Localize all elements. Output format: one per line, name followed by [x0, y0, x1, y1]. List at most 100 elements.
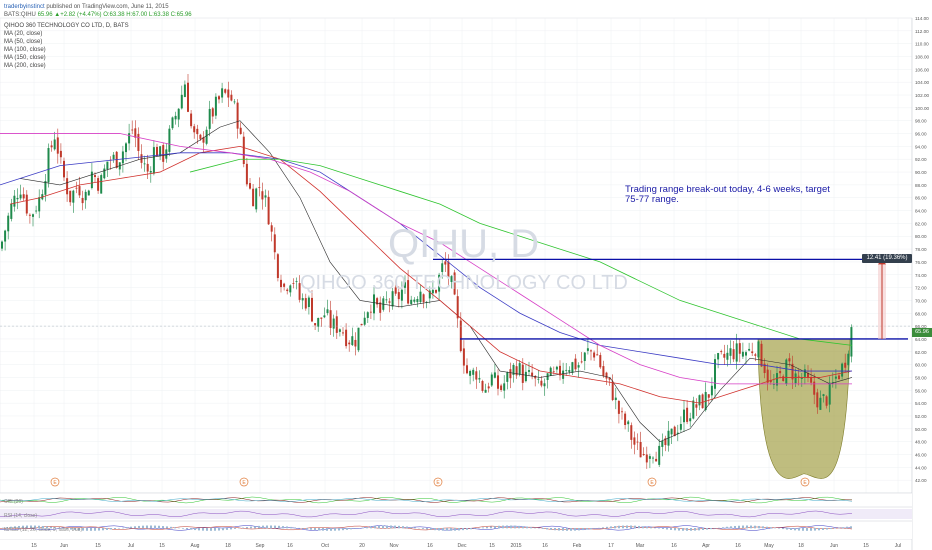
time-tick-label: May: [764, 543, 774, 549]
candle: [469, 369, 472, 385]
legend-ma150[interactable]: MA (150, close): [4, 55, 46, 61]
macd-histogram-bar: [526, 526, 528, 529]
candle-body: [103, 168, 106, 179]
macd-histogram-bar: [758, 525, 760, 529]
legend-ma20[interactable]: MA (20, close): [4, 31, 43, 37]
price-tick-label: 66.00: [915, 324, 927, 329]
quote-values: 65.96 ▲+2.82 (+4.47%) O:63.38 H:67.00 L:…: [37, 12, 192, 18]
macd-histogram-bar: [474, 528, 476, 529]
price-tick-label: 74.00: [915, 273, 927, 278]
candle-body: [549, 367, 552, 376]
candle-body: [819, 397, 822, 410]
candle: [664, 435, 667, 452]
macd-histogram-bar: [406, 526, 408, 529]
candle-body: [729, 348, 732, 356]
macd-histogram-bar: [714, 528, 716, 529]
candle-body: [289, 285, 292, 293]
candle: [407, 269, 410, 305]
candle: [245, 157, 248, 187]
candle-body: [810, 377, 813, 383]
candle-body: [245, 163, 248, 185]
legend-ma100[interactable]: MA (100, close): [4, 47, 46, 53]
macd-histogram-bar: [70, 528, 72, 530]
author-link[interactable]: traderbyinstinct: [4, 4, 45, 10]
candle: [307, 295, 310, 315]
candle: [156, 143, 158, 157]
candle-body: [208, 108, 211, 129]
macd-histogram-bar: [578, 528, 580, 531]
candle: [239, 122, 242, 135]
candle: [456, 289, 459, 328]
earnings-marker: E: [433, 477, 443, 487]
price-tick-label: 76.00: [915, 260, 927, 265]
candle: [422, 293, 425, 309]
ma-line-3: [0, 152, 852, 372]
candle-body: [593, 352, 596, 358]
candle: [605, 371, 608, 385]
macd-histogram-bar: [214, 528, 216, 531]
candle: [611, 374, 614, 402]
candle-body: [800, 377, 803, 379]
candle-body: [481, 381, 484, 391]
macd-histogram-bar: [294, 527, 296, 529]
candle-body: [450, 276, 453, 282]
candle: [549, 366, 552, 376]
candle-body: [791, 363, 794, 380]
earnings-marker-circle: [433, 477, 443, 487]
macd-histogram-bar: [518, 525, 520, 529]
moving-average-lines: [0, 120, 853, 443]
macd-histogram-bar: [698, 528, 700, 531]
macd-histogram-bar: [94, 528, 96, 531]
macd-histogram-bar: [842, 527, 844, 529]
macd-histogram-bar: [610, 526, 612, 529]
candle-body: [797, 375, 800, 377]
candle-body: [534, 375, 537, 379]
candle: [258, 177, 261, 197]
legend-ma50[interactable]: MA (50, close): [4, 39, 43, 45]
macd-histogram-bar: [678, 528, 680, 531]
price-tick-label: 60.00: [915, 363, 927, 368]
time-tick-label: Mar: [636, 543, 645, 549]
candle-body: [503, 383, 506, 391]
time-tick-label: 15: [159, 543, 165, 549]
macd-histogram-bar: [542, 528, 544, 529]
candle: [329, 300, 332, 336]
macd-histogram-bar: [426, 528, 428, 530]
macd-histogram-bar: [306, 528, 308, 530]
macd-histogram-bar: [566, 528, 568, 531]
macd-histogram-bar: [482, 527, 484, 529]
candle-body: [32, 214, 34, 217]
candle: [627, 420, 630, 432]
candle: [766, 363, 769, 391]
candle-body: [555, 366, 558, 370]
candle: [667, 420, 670, 452]
candle-body: [850, 327, 853, 357]
macd-histogram-bar: [726, 526, 728, 529]
candle-body: [373, 294, 375, 314]
price-tick-label: 80.00: [915, 234, 927, 239]
candle: [13, 189, 16, 212]
macd-histogram-bar: [806, 528, 808, 531]
candle-body: [413, 299, 416, 302]
candle-body: [190, 113, 193, 127]
candle: [146, 154, 149, 179]
candle-body: [624, 413, 627, 425]
candle-body: [38, 197, 41, 212]
legend-ma200[interactable]: MA (200, close): [4, 63, 46, 69]
macd-histogram-bar: [54, 527, 56, 529]
price-tick-label: 102.00: [915, 93, 929, 98]
candle: [481, 379, 484, 393]
macd-histogram-bar: [134, 526, 136, 529]
candle: [760, 340, 763, 368]
candle: [670, 428, 673, 444]
candle-body: [487, 386, 490, 389]
earnings-marker-letter: E: [436, 480, 440, 486]
price-tick-label: 88.00: [915, 183, 927, 188]
candle-body: [608, 377, 611, 380]
ma-line-4: [0, 133, 852, 385]
macd-histogram-bar: [782, 528, 784, 530]
candle-body: [264, 195, 267, 198]
candle: [565, 363, 568, 376]
macd-histogram-bar: [218, 528, 220, 531]
